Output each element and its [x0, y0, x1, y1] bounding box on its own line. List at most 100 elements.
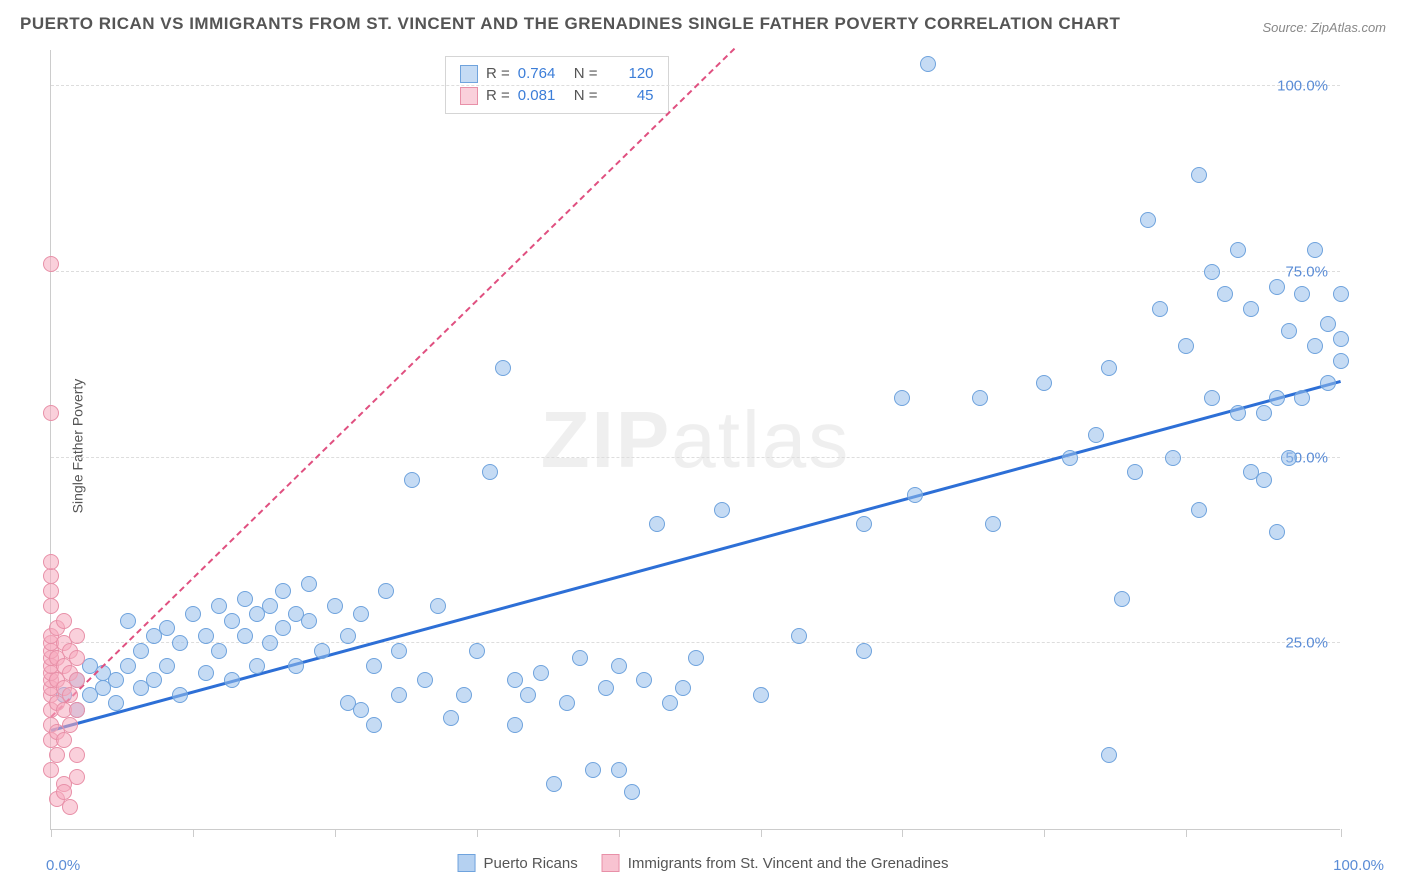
data-point — [366, 658, 382, 674]
data-point — [753, 687, 769, 703]
data-point — [288, 658, 304, 674]
data-point — [675, 680, 691, 696]
data-point — [366, 717, 382, 733]
data-point — [1191, 167, 1207, 183]
data-point — [43, 568, 59, 584]
data-point — [69, 628, 85, 644]
data-point — [791, 628, 807, 644]
data-point — [120, 658, 136, 674]
data-point — [275, 620, 291, 636]
watermark: ZIPatlas — [541, 394, 850, 486]
data-point — [1204, 264, 1220, 280]
data-point — [43, 583, 59, 599]
data-point — [1152, 301, 1168, 317]
data-point — [1320, 316, 1336, 332]
data-point — [340, 628, 356, 644]
data-point — [159, 620, 175, 636]
data-point — [69, 672, 85, 688]
data-point — [211, 643, 227, 659]
data-point — [714, 502, 730, 518]
x-tick — [51, 829, 52, 837]
data-point — [469, 643, 485, 659]
legend-n-label: N = — [574, 85, 598, 107]
data-point — [43, 554, 59, 570]
legend-row: R =0.081N =45 — [460, 85, 654, 107]
legend-swatch — [460, 87, 478, 105]
legend-swatch — [602, 854, 620, 872]
y-tick-label: 100.0% — [1277, 78, 1328, 95]
data-point — [56, 784, 72, 800]
data-point — [546, 776, 562, 792]
data-point — [224, 672, 240, 688]
data-point — [62, 799, 78, 815]
data-point — [1165, 450, 1181, 466]
data-point — [262, 598, 278, 614]
legend-n-label: N = — [574, 63, 598, 85]
x-tick — [1341, 829, 1342, 837]
data-point — [920, 56, 936, 72]
data-point — [198, 665, 214, 681]
data-point — [572, 650, 588, 666]
data-point — [314, 643, 330, 659]
data-point — [1256, 405, 1272, 421]
data-point — [1333, 353, 1349, 369]
data-point — [1217, 286, 1233, 302]
data-point — [378, 583, 394, 599]
data-point — [301, 576, 317, 592]
data-point — [495, 360, 511, 376]
data-point — [1320, 375, 1336, 391]
legend-r-value: 0.764 — [518, 63, 566, 85]
data-point — [159, 658, 175, 674]
legend-r-label: R = — [486, 85, 510, 107]
data-point — [443, 710, 459, 726]
x-tick — [193, 829, 194, 837]
data-point — [172, 635, 188, 651]
data-point — [972, 390, 988, 406]
data-point — [391, 643, 407, 659]
data-point — [1101, 360, 1117, 376]
data-point — [133, 643, 149, 659]
data-point — [1281, 323, 1297, 339]
data-point — [430, 598, 446, 614]
trend-line — [51, 380, 1342, 732]
data-point — [275, 583, 291, 599]
data-point — [1294, 286, 1310, 302]
data-point — [533, 665, 549, 681]
data-point — [43, 762, 59, 778]
data-point — [69, 702, 85, 718]
data-point — [353, 702, 369, 718]
data-point — [1281, 450, 1297, 466]
data-point — [907, 487, 923, 503]
data-point — [611, 658, 627, 674]
data-point — [404, 472, 420, 488]
data-point — [43, 405, 59, 421]
data-point — [856, 643, 872, 659]
data-point — [69, 747, 85, 763]
legend-swatch — [460, 65, 478, 83]
data-point — [520, 687, 536, 703]
data-point — [56, 613, 72, 629]
data-point — [1088, 427, 1104, 443]
x-axis-min-label: 0.0% — [46, 857, 80, 874]
data-point — [1269, 390, 1285, 406]
data-point — [56, 732, 72, 748]
series-legend: Puerto RicansImmigrants from St. Vincent… — [458, 854, 949, 872]
data-point — [636, 672, 652, 688]
data-point — [43, 598, 59, 614]
data-point — [185, 606, 201, 622]
data-point — [1230, 405, 1246, 421]
data-point — [353, 606, 369, 622]
data-point — [559, 695, 575, 711]
data-point — [1333, 286, 1349, 302]
legend-item: Puerto Ricans — [458, 854, 578, 872]
x-tick — [477, 829, 478, 837]
chart-title: PUERTO RICAN VS IMMIGRANTS FROM ST. VINC… — [20, 14, 1120, 34]
data-point — [1191, 502, 1207, 518]
data-point — [482, 464, 498, 480]
x-tick — [1044, 829, 1045, 837]
data-point — [49, 747, 65, 763]
data-point — [624, 784, 640, 800]
data-point — [1307, 242, 1323, 258]
data-point — [1333, 331, 1349, 347]
data-point — [1256, 472, 1272, 488]
